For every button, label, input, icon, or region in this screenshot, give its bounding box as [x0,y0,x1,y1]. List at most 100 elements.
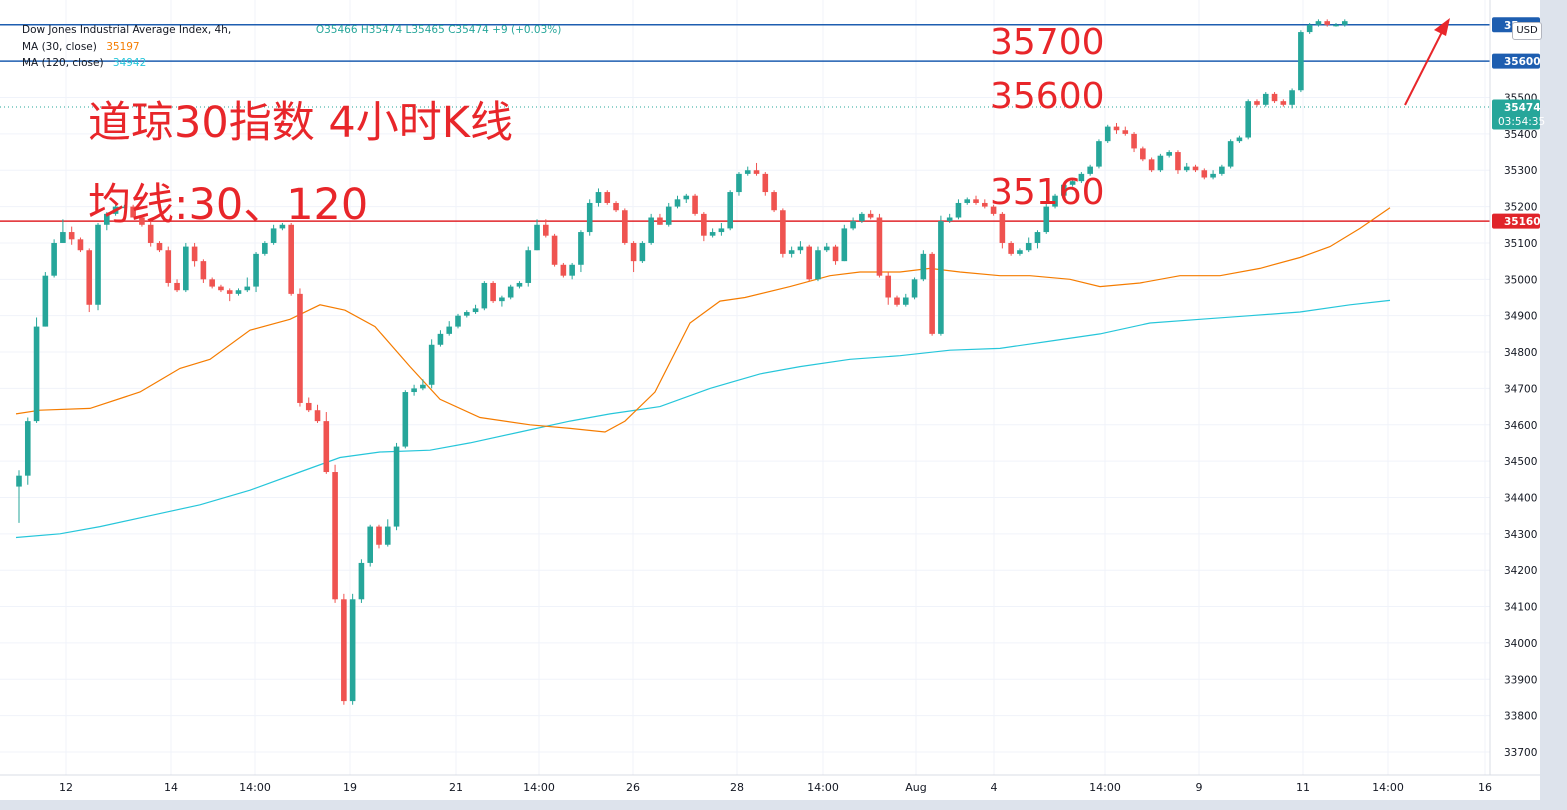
legend-ma120-label: MA (120, close) [22,57,104,69]
price-label-text: 35600 [1504,56,1541,68]
candle-body [1017,250,1023,254]
candle-body [850,221,856,229]
candle-body [507,286,514,298]
price-tick-label: 34800 [1504,347,1537,359]
candle-body [1096,141,1102,167]
price-tick-label: 34000 [1504,638,1537,650]
candle-body [859,213,865,222]
candle-body [156,242,163,251]
candle-body [1166,152,1172,156]
candle-body [1254,101,1260,105]
currency-button[interactable]: USD [1512,22,1542,40]
legend-ma120-row[interactable]: MA (120, close) 34942 [22,57,146,69]
price-tick-label: 34500 [1504,456,1537,468]
price-axis[interactable]: 33700 33800 33900 34000 34100 34200 34300 34400… [1504,93,1537,759]
candle-body [1341,21,1348,25]
candle-body [815,250,821,280]
candle-body [226,290,233,294]
candle-body [51,242,57,276]
candle-body [736,173,742,193]
candle-body [472,308,479,313]
candle-body [402,392,409,447]
price-label-countdown: 03:54:35 [1498,116,1545,128]
time-axis[interactable]: 12 14 14:00 19 21 14:00 26 28 14:00 Aug 4 14:00 9 11 1… [59,781,1492,794]
horizontal-levels[interactable] [0,24,1490,222]
arrow-annotation[interactable] [1404,18,1450,106]
candle-body [1324,21,1331,25]
candle-body [1315,21,1322,25]
price-label-text: 35474 [1504,102,1541,114]
time-tick-label: 12 [59,781,73,794]
candle-body [358,562,365,600]
candle-body [1183,166,1190,171]
candle-body [1289,90,1295,105]
annotation-heading-2: 均线:30、120 [88,180,369,230]
price-tick-label: 33800 [1504,711,1537,723]
candle-body [832,246,839,262]
candle-body [244,286,251,291]
candle-body [762,173,769,193]
candle-body [490,282,496,302]
legend-ma30-row[interactable]: MA (30, close) 35197 [22,41,140,53]
candle-body [446,326,453,334]
price-tick-label: 35100 [1504,238,1537,250]
candle-body [718,228,725,233]
candle-body [437,333,444,345]
candle-body [393,446,400,527]
candle-body [1034,232,1041,243]
candle-body [33,326,40,422]
price-tick-label: 34300 [1504,529,1537,541]
candle-body [24,421,31,476]
candle-body [1043,206,1050,233]
candle-body [323,421,330,473]
candle-body [709,232,716,236]
candle-body [1104,126,1111,142]
candle-body [578,232,584,265]
candle-body [946,217,953,222]
candle-body [499,297,505,302]
candle-body [525,250,532,283]
legend-title-row: Dow Jones Industrial Average Index, 4h, … [22,24,561,36]
candle-body [780,210,786,254]
candle-body [305,402,312,411]
candle-body [139,217,145,225]
candle-body [165,250,172,283]
candle-body [630,242,637,262]
candle-body [516,282,523,287]
price-label-bg [1492,99,1540,130]
candle-body [279,224,286,229]
candle-body [147,224,154,243]
ma30-path [15,207,1391,433]
candle-body [68,232,75,240]
candle-body [209,279,215,287]
time-tick-label: 11 [1296,781,1310,794]
candle-body [1298,32,1304,91]
candle-body [551,235,558,265]
time-tick-label: 14 [164,781,178,794]
candle-body [332,472,338,600]
annotation-level-35600: 35600 [990,76,1105,117]
candle-body [428,344,435,385]
price-tick-label: 34700 [1504,383,1537,395]
time-tick-label: 9 [1196,781,1203,794]
price-tick-label: 33900 [1504,674,1537,686]
candle-body [894,297,900,305]
candle-body [771,192,777,211]
candle-body [200,261,207,280]
time-tick-label: 19 [343,781,357,794]
candle-body [1157,155,1164,171]
candle-body [622,210,628,243]
price-label-text: 35160 [1504,216,1541,228]
candle-body [744,170,751,174]
time-tick-label: 21 [449,781,463,794]
candle-body [1245,101,1251,138]
candle-body [314,410,321,422]
candle-body [885,275,892,298]
legend-ohlc: O35466 H35474 L35465 C35474 +9 (+0.03%) [315,24,562,36]
candle-body [1333,24,1339,27]
price-tick-label: 35400 [1504,129,1537,141]
candle-body [1140,148,1146,160]
candle-body [867,213,874,218]
time-tick-label: 14:00 [807,781,839,794]
